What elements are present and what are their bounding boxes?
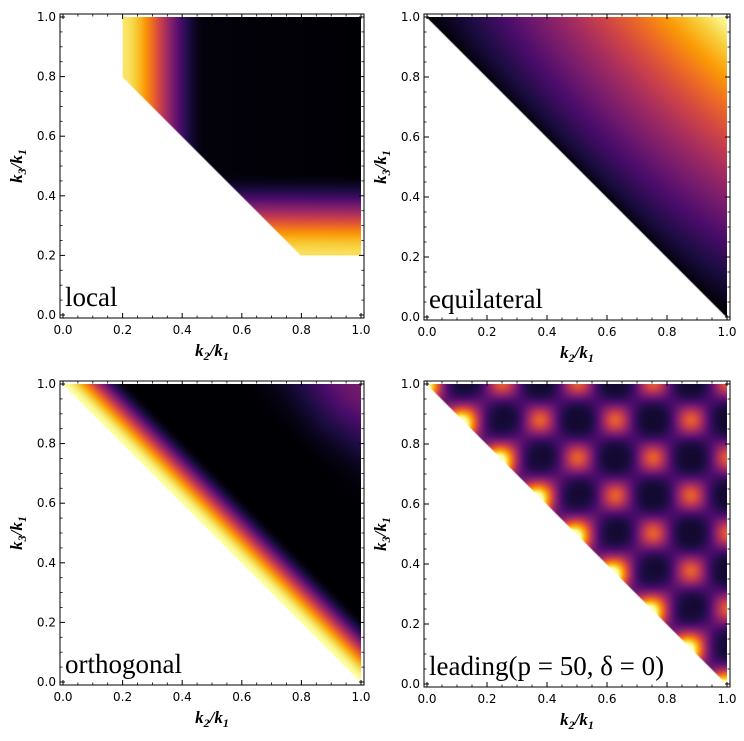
y-tick-label: 1.0 xyxy=(401,10,420,24)
y-tick-label: 0.2 xyxy=(37,615,56,629)
x-tick-label: 0.0 xyxy=(417,692,436,706)
x-tick-label: 0.8 xyxy=(292,323,311,337)
y-tick-label: 0.6 xyxy=(401,497,420,511)
y-axis-label: k3/k1 xyxy=(371,517,393,551)
heatmap-image xyxy=(427,17,727,317)
x-tick-label: 1.0 xyxy=(717,692,736,706)
y-tick-label: 0.0 xyxy=(401,677,420,691)
y-tick-label: 0.8 xyxy=(37,70,56,84)
x-tick-label: 0.4 xyxy=(173,323,192,337)
x-axis-label: k2/k1 xyxy=(560,710,594,732)
y-tick-label: 0.4 xyxy=(401,190,420,204)
y-tick-label: 1.0 xyxy=(37,377,56,391)
y-tick-label: 0.8 xyxy=(401,437,420,451)
panel-label: equilateral xyxy=(429,284,543,314)
y-axis-label: k3/k1 xyxy=(7,516,29,550)
heatmap-image xyxy=(63,384,361,682)
y-tick-label: 0.2 xyxy=(401,617,420,631)
x-tick-label: 0.8 xyxy=(657,692,676,706)
x-tick-label: 1.0 xyxy=(717,325,736,339)
x-tick-label: 1.0 xyxy=(351,690,370,704)
y-axis-label: k3/k1 xyxy=(7,149,29,183)
panel-2: 0.00.0 0.2 0.2 0.4 0.4 0.6 0.6 0.8 0.8 1.0 1.0 k2/k… xyxy=(371,10,737,365)
x-tick-label: 0.2 xyxy=(477,325,496,339)
y-tick-label: 0.0 xyxy=(401,310,420,324)
x-axis-label: k2/k1 xyxy=(560,343,594,365)
y-tick-label: 1.0 xyxy=(37,10,56,24)
y-tick-label: 0.2 xyxy=(401,250,420,264)
y-axis-label: k3/k1 xyxy=(371,150,393,184)
x-axis-label: k2/k1 xyxy=(195,708,229,730)
x-tick-label: 0.0 xyxy=(53,323,72,337)
x-tick-label: 0.0 xyxy=(417,325,436,339)
y-tick-label: 0.4 xyxy=(37,556,56,570)
y-tick-label: 0.6 xyxy=(401,130,420,144)
panel-3: 0.00.0 0.2 0.2 0.4 0.4 0.6 0.6 0.8 0.8 1.0 1.0 k2/k… xyxy=(7,377,371,730)
panel-1: 0.00.0 0.2 0.2 0.4 0.4 0.6 0.6 0.8 0.8 1.0 1.0 k2/k… xyxy=(7,10,371,363)
x-tick-label: 0.0 xyxy=(53,690,72,704)
panel-label: leading(p = 50, δ = 0) xyxy=(429,651,664,681)
x-tick-label: 0.2 xyxy=(113,690,132,704)
y-tick-label: 0.6 xyxy=(37,496,56,510)
x-tick-label: 0.6 xyxy=(232,323,251,337)
y-tick-label: 0.4 xyxy=(401,557,420,571)
heatmap-image xyxy=(63,17,361,315)
y-tick-label: 0.0 xyxy=(37,308,56,322)
panel-4: 0.00.0 0.2 0.2 0.4 0.4 0.6 0.6 0.8 0.8 1.0 1.0 k2/k… xyxy=(371,377,737,732)
panel-label: local xyxy=(65,282,117,312)
x-tick-label: 0.6 xyxy=(597,325,616,339)
y-tick-label: 0.8 xyxy=(37,437,56,451)
x-tick-label: 0.6 xyxy=(597,692,616,706)
y-tick-label: 0.4 xyxy=(37,189,56,203)
panel-label: orthogonal xyxy=(65,649,182,679)
x-tick-label: 0.2 xyxy=(113,323,132,337)
x-axis-label: k2/k1 xyxy=(195,341,229,363)
x-tick-label: 0.4 xyxy=(537,325,556,339)
y-tick-label: 0.8 xyxy=(401,70,420,84)
heatmap-image xyxy=(427,384,727,684)
y-tick-label: 0.2 xyxy=(37,248,56,262)
y-tick-label: 0.0 xyxy=(37,675,56,689)
x-tick-label: 0.4 xyxy=(173,690,192,704)
x-tick-label: 0.8 xyxy=(292,690,311,704)
y-tick-label: 1.0 xyxy=(401,377,420,391)
x-tick-label: 0.6 xyxy=(232,690,251,704)
x-tick-label: 0.2 xyxy=(477,692,496,706)
x-tick-label: 1.0 xyxy=(351,323,370,337)
x-tick-label: 0.4 xyxy=(537,692,556,706)
y-tick-label: 0.6 xyxy=(37,129,56,143)
x-tick-label: 0.8 xyxy=(657,325,676,339)
